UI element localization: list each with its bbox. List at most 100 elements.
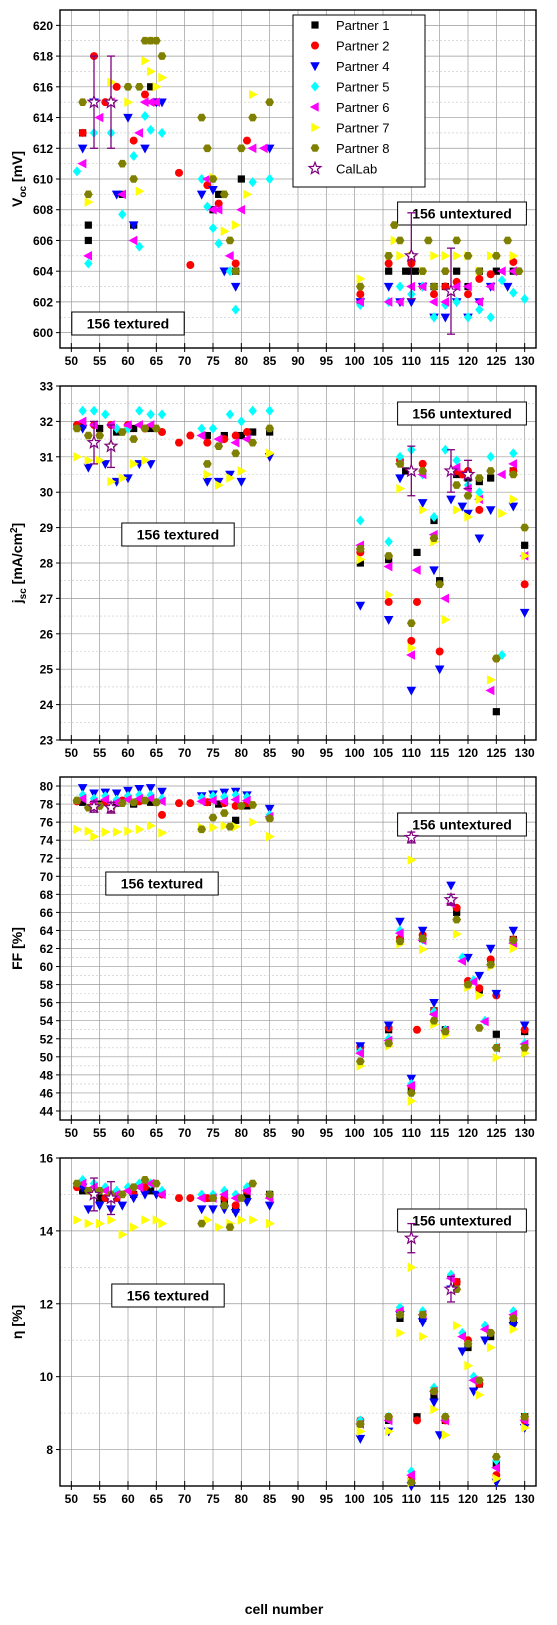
data-point-partner-1 (237, 175, 245, 183)
x-tick-label: 70 (178, 1492, 192, 1506)
legend-label: Partner 6 (336, 100, 389, 115)
x-tick-label: 50 (65, 354, 79, 368)
data-point-partner-5 (146, 409, 155, 420)
series-partner-6 (77, 793, 529, 1091)
data-point-partner-6 (100, 1186, 110, 1196)
data-point-partner-8 (129, 435, 139, 443)
grid (60, 1157, 536, 1486)
data-point-partner-8 (117, 1190, 127, 1199)
data-point-partner-7 (209, 822, 219, 833)
data-point-partner-7 (73, 1215, 83, 1225)
data-point-partner-8 (197, 1219, 207, 1228)
y-axis-label-sub: oc (18, 186, 29, 198)
data-point-partner-8 (140, 1176, 150, 1184)
annotation-frame (397, 201, 527, 226)
data-point-partner-7 (84, 455, 94, 466)
data-point-partner-5 (452, 296, 461, 307)
data-point-partner-7 (248, 817, 258, 827)
data-point-partner-8 (440, 1027, 450, 1036)
data-point-partner-7 (220, 820, 230, 831)
data-point-partner-1 (130, 424, 138, 433)
data-point-partner-7 (135, 824, 145, 835)
x-tick-label: 85 (263, 354, 277, 368)
data-point-partner-5 (497, 275, 507, 286)
data-point-partner-4 (395, 917, 405, 927)
data-point-partner-8 (248, 113, 258, 122)
data-point-partner-7 (418, 944, 428, 955)
data-point-partner-2 (413, 1025, 421, 1034)
data-point-partner-1 (492, 1030, 500, 1038)
data-point-partner-6 (134, 1182, 144, 1192)
data-point-partner-7 (129, 459, 139, 469)
data-point-partner-2 (175, 1194, 183, 1203)
data-point-partner-8 (384, 1039, 394, 1048)
data-point-partner-6 (122, 1186, 132, 1196)
data-point-partner-1 (492, 267, 500, 275)
x-tick-label: 60 (121, 746, 135, 760)
data-point-partner-8 (384, 252, 394, 260)
y-tick-label: 616 (33, 80, 53, 94)
data-point-partner-8 (78, 98, 88, 106)
data-point-partner-7 (418, 505, 428, 515)
legend-item-partner-5: Partner 5 (310, 80, 389, 95)
data-point-partner-2 (384, 597, 393, 606)
series-partner-1 (79, 421, 529, 716)
x-tick-label: 55 (93, 1126, 107, 1140)
data-point-callab (443, 463, 459, 478)
data-point-partner-5 (475, 304, 484, 315)
data-point-partner-1 (232, 816, 240, 824)
data-point-partner-5 (475, 487, 484, 498)
data-point-partner-1 (413, 267, 421, 275)
data-point-partner-7 (265, 831, 275, 842)
data-point-partner-7 (124, 97, 134, 107)
data-point-partner-1 (402, 467, 410, 475)
y-tick-label: 60 (40, 960, 54, 974)
data-point-partner-6 (406, 1470, 416, 1480)
data-point-partner-5 (89, 405, 99, 416)
data-point-partner-8 (520, 523, 530, 532)
data-point-partner-5 (129, 150, 138, 161)
annotation-text: 156 untextured (412, 1213, 512, 1229)
data-point-partner-7 (203, 469, 213, 480)
data-point-partner-7 (243, 189, 253, 200)
data-point-partner-4 (355, 1434, 366, 1444)
y-axis-label-tail: [mV] (9, 151, 25, 186)
data-point-partner-8 (83, 431, 93, 440)
data-point-partner-8 (219, 190, 229, 199)
data-point-partner-6 (258, 143, 268, 154)
data-point-partner-1 (147, 798, 155, 806)
data-point-partner-4 (468, 1387, 479, 1397)
data-point-partner-8 (389, 221, 399, 229)
data-point-partner-5 (157, 409, 167, 420)
data-point-partner-6 (394, 928, 404, 938)
data-point-partner-7 (124, 826, 134, 836)
data-point-partner-7 (520, 1422, 530, 1433)
annotation-text: 156 untextured (412, 206, 512, 222)
data-point-callab (403, 1230, 419, 1245)
y-tick-label: 26 (40, 627, 54, 641)
data-point-partner-7 (129, 1222, 139, 1233)
data-point-partner-7 (95, 1218, 105, 1229)
x-tick-label: 50 (65, 1492, 79, 1506)
data-point-partner-6 (230, 437, 240, 448)
annotation-box: 156 textured (121, 522, 235, 547)
y-tick-label: 606 (33, 234, 53, 248)
series-partner-8 (72, 796, 530, 1097)
data-point-partner-8 (208, 813, 218, 822)
data-point-partner-5 (242, 1182, 252, 1193)
data-point-partner-7 (396, 251, 406, 261)
data-point-partner-7 (418, 1331, 428, 1342)
data-point-partner-6 (406, 281, 416, 292)
data-point-partner-6 (451, 462, 461, 473)
data-point-partner-4 (77, 144, 88, 154)
data-point-partner-5 (395, 451, 405, 462)
data-point-partner-6 (100, 794, 110, 805)
legend-label: Partner 5 (336, 80, 389, 95)
data-point-partner-8 (474, 1376, 484, 1385)
y-tick-label: 25 (40, 663, 54, 677)
data-point-callab (443, 1281, 459, 1296)
data-point-partner-2 (231, 1201, 240, 1210)
panel-2: 50 55 60 65 70 75 80 85 90 95 100 105 110 115 120 125 13… (9, 380, 537, 760)
legend-item-partner-2: Partner 2 (311, 39, 389, 54)
annotation-frame (111, 1283, 225, 1308)
